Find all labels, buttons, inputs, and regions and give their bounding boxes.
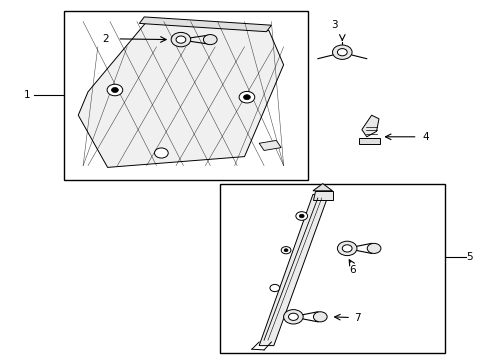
Circle shape — [239, 91, 254, 103]
Circle shape — [342, 245, 351, 252]
Text: 6: 6 — [348, 265, 355, 275]
Circle shape — [284, 249, 287, 252]
Circle shape — [243, 95, 250, 100]
Bar — [63, 11, 307, 180]
Circle shape — [171, 32, 190, 47]
Polygon shape — [312, 184, 332, 191]
Circle shape — [337, 241, 356, 256]
Polygon shape — [259, 194, 328, 346]
Circle shape — [299, 214, 304, 218]
Circle shape — [332, 45, 351, 59]
Polygon shape — [361, 115, 378, 137]
Circle shape — [176, 36, 185, 43]
Text: 3: 3 — [331, 20, 338, 30]
Circle shape — [107, 84, 122, 96]
Polygon shape — [312, 191, 332, 200]
Circle shape — [281, 247, 290, 254]
Circle shape — [154, 148, 168, 158]
Circle shape — [313, 312, 326, 322]
Circle shape — [269, 284, 279, 292]
Circle shape — [111, 87, 118, 93]
Polygon shape — [359, 138, 380, 144]
Circle shape — [203, 35, 217, 45]
Circle shape — [283, 310, 303, 324]
Text: 7: 7 — [353, 312, 360, 323]
Polygon shape — [78, 22, 283, 167]
Circle shape — [288, 313, 298, 320]
Circle shape — [337, 49, 346, 56]
Circle shape — [366, 243, 380, 253]
Text: 4: 4 — [421, 132, 428, 142]
Text: 1: 1 — [23, 90, 30, 100]
Polygon shape — [259, 140, 281, 150]
Bar — [220, 184, 444, 353]
Circle shape — [295, 212, 307, 220]
Text: 5: 5 — [465, 252, 472, 262]
Polygon shape — [139, 17, 271, 32]
Text: 2: 2 — [102, 34, 108, 44]
